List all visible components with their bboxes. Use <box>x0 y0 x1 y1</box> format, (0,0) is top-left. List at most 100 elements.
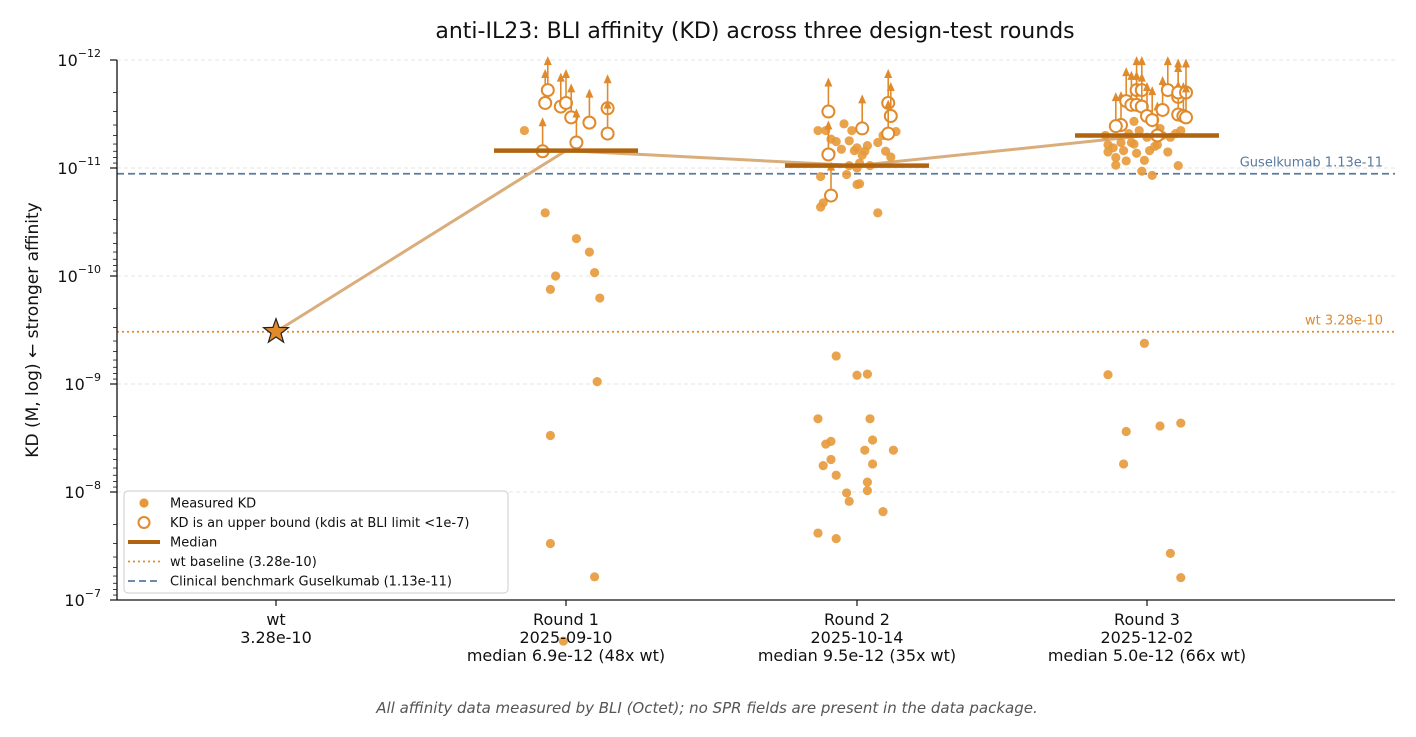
x-tick-label: Round 3 <box>1114 610 1180 629</box>
measured-point <box>1139 338 1149 348</box>
measured-point <box>826 454 836 465</box>
x-tick-label: median 6.9e-12 (48x wt) <box>467 646 665 665</box>
upper-bound-arrow-head <box>1137 72 1146 82</box>
measured-point <box>1165 548 1175 558</box>
measured-point <box>813 414 823 424</box>
measured-point <box>839 119 849 129</box>
upper-bound-point <box>559 95 573 110</box>
x-tick-label: median 5.0e-12 (66x wt) <box>1048 646 1246 665</box>
median-trend-line <box>275 133 1148 333</box>
upper-bound-point <box>824 188 838 203</box>
upper-bound-arrow-head <box>572 108 581 118</box>
upper-bound-arrow-head <box>562 68 570 78</box>
upper-bound-arrow-head <box>1163 56 1172 66</box>
measured-point <box>842 169 852 180</box>
measured-point <box>1103 370 1113 380</box>
upper-bound-arrow-head <box>556 72 565 82</box>
measured-point <box>852 370 862 380</box>
x-tick-label: Round 1 <box>533 610 599 629</box>
chart-title: anti-IL23: BLI affinity (KD) across thre… <box>435 19 1074 44</box>
measured-point <box>540 208 550 218</box>
legend-label: Clinical benchmark Guselkumab (1.13e-11) <box>170 575 452 590</box>
upper-bound-point <box>538 95 553 110</box>
measured-point <box>1119 145 1129 156</box>
measured-point <box>888 445 899 455</box>
upper-bound-point <box>600 126 615 141</box>
measured-point <box>590 572 600 582</box>
legend-label: wt baseline (3.28e-10) <box>170 555 317 570</box>
upper-bound-arrow-head <box>1137 56 1146 66</box>
upper-bound-arrow-head <box>1148 86 1157 96</box>
reference-line-label: Guselkumab 1.13e-11 <box>1240 156 1383 171</box>
upper-bound-arrow-head <box>858 94 867 104</box>
legend-box <box>123 490 509 594</box>
measured-point <box>545 538 556 549</box>
upper-bound-arrow-head <box>884 68 893 78</box>
upper-bound-point <box>582 115 597 130</box>
x-tick-label: wt <box>266 610 285 629</box>
x-tick-label: 3.28e-10 <box>240 628 312 647</box>
upper-bound-point <box>1108 119 1123 134</box>
measured-point <box>816 171 826 182</box>
measured-point <box>865 414 875 424</box>
measured-point <box>813 125 823 136</box>
upper-bound-arrow-head <box>1182 83 1190 93</box>
upper-bound-arrow-head <box>1182 58 1190 68</box>
reference-lines: wt 3.28e-10 Guselkumab 1.13e-11 <box>117 156 1395 333</box>
measured-point <box>584 247 595 257</box>
measured-point <box>1111 160 1121 170</box>
upper-bound-point <box>540 83 555 98</box>
legend-label: Median <box>170 536 217 551</box>
median-trend <box>275 133 1148 333</box>
upper-bound-point <box>881 126 896 141</box>
upper-bound-arrow-head <box>603 99 612 109</box>
upper-bound-point <box>883 108 898 123</box>
y-tick-label: 10−8 <box>64 479 101 502</box>
measured-point <box>1121 156 1131 166</box>
measured-point <box>818 461 828 471</box>
upper-bound-point <box>821 104 836 119</box>
legend-label: KD is an upper bound (kdis at BLI limit … <box>170 516 469 531</box>
y-tick-label: 10−11 <box>57 155 101 178</box>
x-tick-label: 2025-12-02 <box>1101 628 1194 647</box>
upper-bound-arrow-head <box>886 81 895 91</box>
measured-point <box>545 430 556 441</box>
upper-bound-point <box>1179 110 1193 125</box>
measured-point <box>816 202 826 212</box>
measured-point <box>595 293 605 303</box>
upper-bound-arrow-head <box>538 117 547 127</box>
measured-point <box>842 488 852 498</box>
measured-point <box>1121 426 1131 437</box>
upper-bound-arrow-head <box>1122 67 1131 77</box>
measured-point <box>1176 418 1186 428</box>
measured-point <box>826 436 836 446</box>
measured-point <box>1129 139 1139 149</box>
upper-bound-arrow-head <box>824 120 833 130</box>
measured-point <box>1155 421 1165 431</box>
measured-point <box>831 470 841 480</box>
measured-point <box>873 208 883 218</box>
measured-point <box>844 136 854 146</box>
measured-point <box>1119 459 1129 469</box>
upper-bound-arrow-head <box>1111 92 1120 102</box>
upper-bound-arrow-head <box>567 83 576 93</box>
upper-bound-arrow-head <box>1132 70 1141 80</box>
upper-bound-arrow-head <box>543 56 552 66</box>
measured-point <box>1137 166 1147 176</box>
measured-point <box>844 496 854 506</box>
upper-bound-arrow-head <box>884 99 893 109</box>
upper-bound-point <box>569 135 584 150</box>
measured-point <box>1152 140 1162 150</box>
measured-point <box>1176 125 1186 136</box>
measured-point <box>1139 155 1149 165</box>
measured-point <box>852 143 862 153</box>
y-axis-label: KD (M, log) ← stronger affinity <box>23 202 43 457</box>
legend-upper-marker <box>137 516 151 529</box>
upper-bound-arrow-head <box>1143 81 1151 91</box>
measured-point <box>558 636 569 646</box>
measured-point <box>1108 143 1118 153</box>
upper-bound-point <box>821 147 836 162</box>
measured-point <box>1134 125 1144 136</box>
data-points <box>519 56 1193 646</box>
